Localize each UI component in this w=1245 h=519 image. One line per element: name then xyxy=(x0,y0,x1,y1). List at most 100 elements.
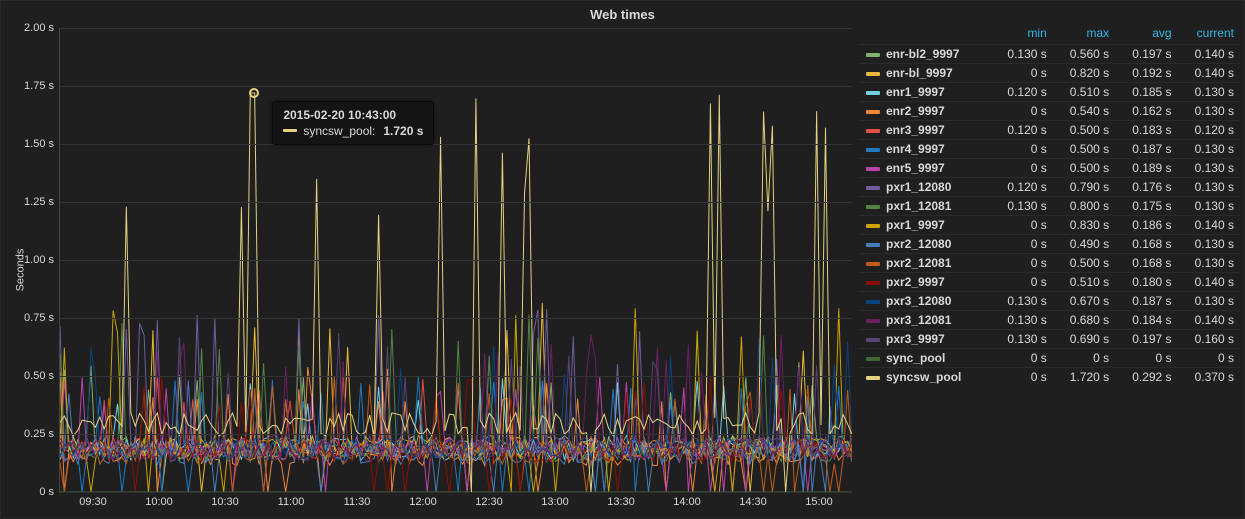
legend-avg: 0.186 s xyxy=(1115,216,1177,235)
chart-panel: Web times Seconds 0 s0.25 s0.50 s0.75 s1… xyxy=(0,0,1245,519)
legend-row[interactable]: enr3_99970.120 s0.500 s0.183 s0.120 s xyxy=(860,121,1240,140)
legend-max: 0.540 s xyxy=(1053,102,1115,121)
legend-series-name[interactable]: pxr1_12081 xyxy=(860,197,990,216)
legend-avg: 0.187 s xyxy=(1115,292,1177,311)
legend-row[interactable]: pxr2_120800 s0.490 s0.168 s0.130 s xyxy=(860,235,1240,254)
legend-current: 0.130 s xyxy=(1178,235,1240,254)
legend-max: 0.830 s xyxy=(1053,216,1115,235)
legend-row[interactable]: pxr3_120810.130 s0.680 s0.184 s0.140 s xyxy=(860,311,1240,330)
legend-header-blank xyxy=(860,24,990,45)
legend-series-name[interactable]: pxr1_9997 xyxy=(860,216,990,235)
legend-row[interactable]: pxr3_120800.130 s0.670 s0.187 s0.130 s xyxy=(860,292,1240,311)
legend-max: 0.790 s xyxy=(1053,178,1115,197)
legend-series-name[interactable]: enr5_9997 xyxy=(860,159,990,178)
legend-max: 0.500 s xyxy=(1053,140,1115,159)
legend-avg: 0.292 s xyxy=(1115,368,1177,387)
legend-current: 0.140 s xyxy=(1178,216,1240,235)
legend-min: 0.120 s xyxy=(990,83,1052,102)
legend-series-name[interactable]: enr4_9997 xyxy=(860,140,990,159)
x-tick-label: 11:00 xyxy=(278,496,305,508)
legend-avg: 0.168 s xyxy=(1115,254,1177,273)
legend-table: minmaxavgcurrentenr-bl2_99970.130 s0.560… xyxy=(860,24,1240,386)
legend-avg: 0.180 s xyxy=(1115,273,1177,292)
x-tick-label: 14:30 xyxy=(739,496,767,508)
legend-current: 0.370 s xyxy=(1178,368,1240,387)
legend-series-name[interactable]: sync_pool xyxy=(860,349,990,368)
legend-row[interactable]: enr5_99970 s0.500 s0.189 s0.130 s xyxy=(860,159,1240,178)
legend-row[interactable]: sync_pool0 s0 s0 s0 s xyxy=(860,349,1240,368)
legend-swatch xyxy=(866,338,880,342)
gridline-h xyxy=(60,376,852,377)
legend-series-name[interactable]: enr-bl_9997 xyxy=(860,64,990,83)
legend-current: 0.130 s xyxy=(1178,254,1240,273)
legend-series-name[interactable]: pxr3_12081 xyxy=(860,311,990,330)
legend-max: 0.820 s xyxy=(1053,64,1115,83)
legend-row[interactable]: pxr2_99970 s0.510 s0.180 s0.140 s xyxy=(860,273,1240,292)
legend-current: 0.140 s xyxy=(1178,45,1240,64)
legend-header-min[interactable]: min xyxy=(990,24,1052,45)
panel-title: Web times xyxy=(1,1,1244,24)
legend-row[interactable]: pxr3_99970.130 s0.690 s0.197 s0.160 s xyxy=(860,330,1240,349)
y-tick-label: 0.75 s xyxy=(24,312,54,324)
legend-row[interactable]: pxr2_120810 s0.500 s0.168 s0.130 s xyxy=(860,254,1240,273)
legend-series-name[interactable]: pxr2_12081 xyxy=(860,254,990,273)
x-tick-label: 11:30 xyxy=(344,496,371,508)
x-tick-label: 15:00 xyxy=(805,496,833,508)
legend-swatch xyxy=(866,300,880,304)
legend-swatch xyxy=(866,72,880,76)
legend-series-name[interactable]: enr1_9997 xyxy=(860,83,990,102)
legend-swatch xyxy=(866,224,880,228)
legend-current: 0.130 s xyxy=(1178,178,1240,197)
legend-row[interactable]: enr2_99970 s0.540 s0.162 s0.130 s xyxy=(860,102,1240,121)
legend-row[interactable]: pxr1_120810.130 s0.800 s0.175 s0.130 s xyxy=(860,197,1240,216)
legend-row[interactable]: pxr1_99970 s0.830 s0.186 s0.140 s xyxy=(860,216,1240,235)
legend-max: 0.560 s xyxy=(1053,45,1115,64)
legend-row[interactable]: enr4_99970 s0.500 s0.187 s0.130 s xyxy=(860,140,1240,159)
legend-series-name[interactable]: enr3_9997 xyxy=(860,121,990,140)
legend-row[interactable]: enr-bl2_99970.130 s0.560 s0.197 s0.140 s xyxy=(860,45,1240,64)
legend-header-avg[interactable]: avg xyxy=(1115,24,1177,45)
legend-current: 0.130 s xyxy=(1178,159,1240,178)
legend-min: 0.130 s xyxy=(990,197,1052,216)
legend-row[interactable]: syncsw_pool0 s1.720 s0.292 s0.370 s xyxy=(860,368,1240,387)
legend-avg: 0.197 s xyxy=(1115,45,1177,64)
legend-series-name[interactable]: pxr2_12080 xyxy=(860,235,990,254)
legend-row[interactable]: pxr1_120800.120 s0.790 s0.176 s0.130 s xyxy=(860,178,1240,197)
legend-header-max[interactable]: max xyxy=(1053,24,1115,45)
x-tick-label: 13:30 xyxy=(607,496,635,508)
legend-header-current[interactable]: current xyxy=(1178,24,1240,45)
legend-series-name[interactable]: pxr3_9997 xyxy=(860,330,990,349)
legend-current: 0.130 s xyxy=(1178,102,1240,121)
legend-current: 0.140 s xyxy=(1178,311,1240,330)
x-tick-label: 13:00 xyxy=(541,496,569,508)
legend-max: 0.500 s xyxy=(1053,254,1115,273)
gridline-h xyxy=(60,318,852,319)
y-tick-label: 1.25 s xyxy=(24,196,54,208)
legend-min: 0 s xyxy=(990,273,1052,292)
legend-swatch xyxy=(866,243,880,247)
legend-min: 0 s xyxy=(990,235,1052,254)
plot-area[interactable]: Seconds 0 s0.25 s0.50 s0.75 s1.00 s1.25 … xyxy=(1,24,860,515)
legend-avg: 0.187 s xyxy=(1115,140,1177,159)
legend-avg: 0.176 s xyxy=(1115,178,1177,197)
legend-max: 0.500 s xyxy=(1053,159,1115,178)
legend-row[interactable]: enr1_99970.120 s0.510 s0.185 s0.130 s xyxy=(860,83,1240,102)
legend-series-name[interactable]: enr-bl2_9997 xyxy=(860,45,990,64)
legend-row[interactable]: enr-bl_99970 s0.820 s0.192 s0.140 s xyxy=(860,64,1240,83)
legend-swatch xyxy=(866,319,880,323)
legend-series-name[interactable]: pxr1_12080 xyxy=(860,178,990,197)
legend-series-name[interactable]: enr2_9997 xyxy=(860,102,990,121)
legend-swatch xyxy=(866,357,880,361)
legend-series-name[interactable]: pxr3_12080 xyxy=(860,292,990,311)
legend-min: 0.130 s xyxy=(990,330,1052,349)
legend-max: 0.670 s xyxy=(1053,292,1115,311)
legend-series-name[interactable]: pxr2_9997 xyxy=(860,273,990,292)
legend-avg: 0.185 s xyxy=(1115,83,1177,102)
legend-swatch xyxy=(866,205,880,209)
legend-current: 0.130 s xyxy=(1178,83,1240,102)
y-tick-label: 1.50 s xyxy=(24,138,54,150)
legend-max: 0.680 s xyxy=(1053,311,1115,330)
legend-avg: 0.197 s xyxy=(1115,330,1177,349)
legend-current: 0.130 s xyxy=(1178,140,1240,159)
legend-series-name[interactable]: syncsw_pool xyxy=(860,368,990,387)
